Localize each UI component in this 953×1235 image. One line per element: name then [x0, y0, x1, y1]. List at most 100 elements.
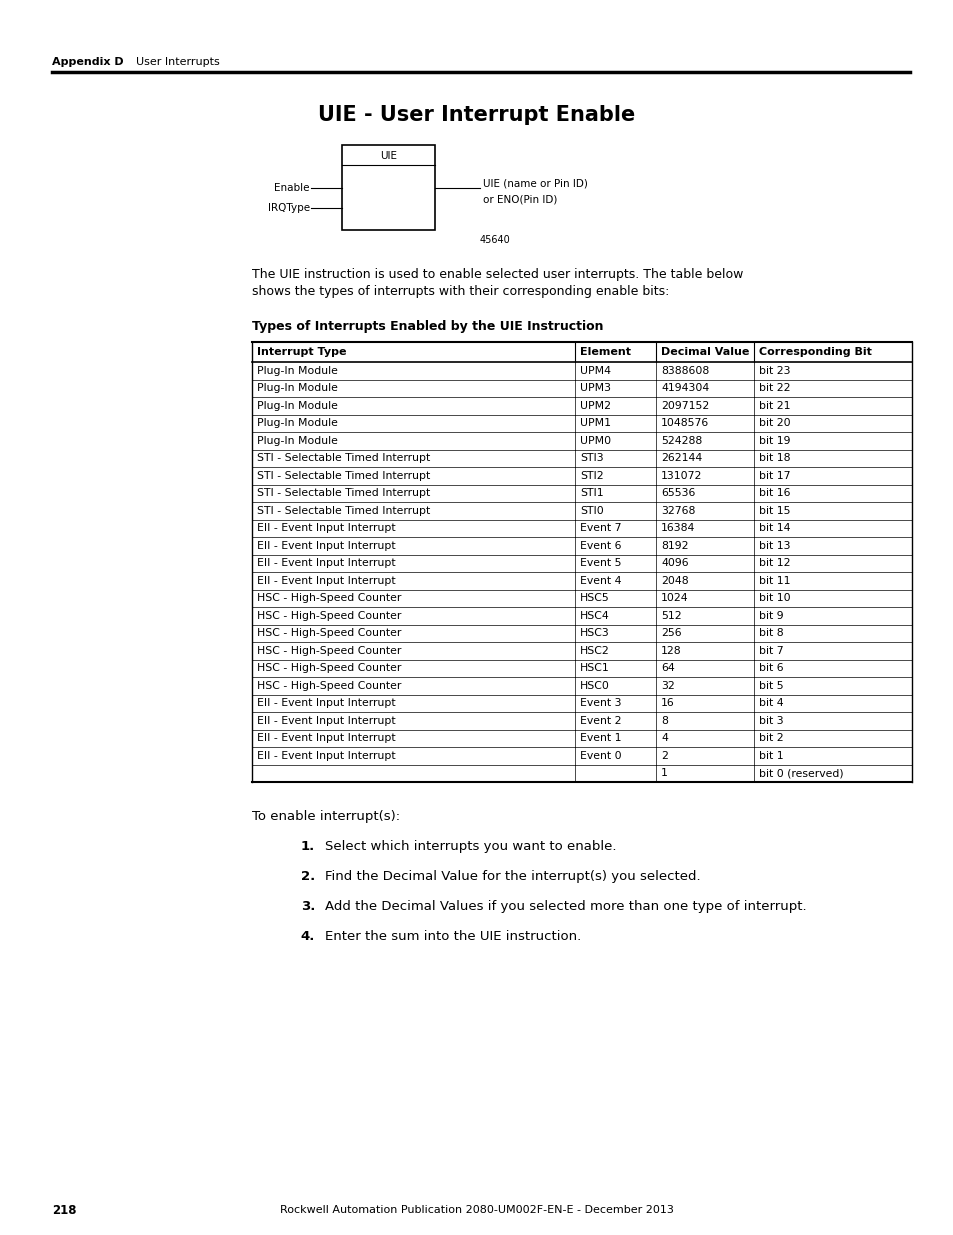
- Text: 8388608: 8388608: [660, 366, 708, 375]
- Text: shows the types of interrupts with their corresponding enable bits:: shows the types of interrupts with their…: [252, 285, 669, 298]
- Text: Appendix D: Appendix D: [52, 57, 124, 67]
- Text: bit 12: bit 12: [759, 558, 790, 568]
- Text: Plug-In Module: Plug-In Module: [256, 419, 337, 429]
- Text: Event 4: Event 4: [579, 576, 620, 585]
- Text: Plug-In Module: Plug-In Module: [256, 400, 337, 411]
- Text: bit 18: bit 18: [759, 453, 790, 463]
- Text: UPM4: UPM4: [579, 366, 610, 375]
- Text: User Interrupts: User Interrupts: [122, 57, 219, 67]
- Text: 45640: 45640: [479, 235, 510, 245]
- Text: STI0: STI0: [579, 506, 603, 516]
- Text: Rockwell Automation Publication 2080-UM002F-EN-E - December 2013: Rockwell Automation Publication 2080-UM0…: [280, 1205, 673, 1215]
- Text: Event 1: Event 1: [579, 734, 620, 743]
- Text: bit 5: bit 5: [759, 680, 782, 690]
- Text: HSC - High-Speed Counter: HSC - High-Speed Counter: [256, 646, 401, 656]
- Text: EII - Event Input Interrupt: EII - Event Input Interrupt: [256, 558, 395, 568]
- Text: Plug-In Module: Plug-In Module: [256, 436, 337, 446]
- Text: bit 2: bit 2: [759, 734, 782, 743]
- Text: bit 15: bit 15: [759, 506, 790, 516]
- Text: 4194304: 4194304: [660, 383, 708, 393]
- Text: EII - Event Input Interrupt: EII - Event Input Interrupt: [256, 716, 395, 726]
- Text: Enable: Enable: [274, 183, 310, 193]
- Text: Element: Element: [579, 347, 630, 357]
- Text: or ENO(Pin ID): or ENO(Pin ID): [482, 194, 557, 204]
- Text: 16384: 16384: [660, 524, 695, 534]
- Text: HSC2: HSC2: [579, 646, 609, 656]
- Text: Event 6: Event 6: [579, 541, 620, 551]
- Bar: [341, 144, 435, 230]
- Text: Select which interrupts you want to enable.: Select which interrupts you want to enab…: [325, 840, 616, 853]
- Text: Corresponding Bit: Corresponding Bit: [759, 347, 871, 357]
- Text: bit 22: bit 22: [759, 383, 790, 393]
- Text: HSC1: HSC1: [579, 663, 609, 673]
- Text: Enter the sum into the UIE instruction.: Enter the sum into the UIE instruction.: [325, 930, 580, 944]
- Text: UPM1: UPM1: [579, 419, 610, 429]
- Text: 256: 256: [660, 629, 680, 638]
- Text: IRQType: IRQType: [268, 203, 310, 212]
- Text: 131072: 131072: [660, 471, 701, 480]
- Text: Event 2: Event 2: [579, 716, 620, 726]
- Text: 8: 8: [660, 716, 667, 726]
- Text: Event 5: Event 5: [579, 558, 620, 568]
- Text: STI - Selectable Timed Interrupt: STI - Selectable Timed Interrupt: [256, 471, 430, 480]
- Text: HSC3: HSC3: [579, 629, 609, 638]
- Text: 32: 32: [660, 680, 674, 690]
- Text: 32768: 32768: [660, 506, 695, 516]
- Text: HSC - High-Speed Counter: HSC - High-Speed Counter: [256, 593, 401, 603]
- Text: bit 9: bit 9: [759, 611, 782, 621]
- Text: UPM0: UPM0: [579, 436, 611, 446]
- Text: Event 0: Event 0: [579, 751, 621, 761]
- Text: Plug-In Module: Plug-In Module: [256, 366, 337, 375]
- Text: 4.: 4.: [300, 930, 314, 944]
- Text: 65536: 65536: [660, 488, 695, 498]
- Text: 1: 1: [660, 768, 667, 778]
- Text: UIE: UIE: [379, 151, 396, 161]
- Text: 16: 16: [660, 698, 674, 708]
- Text: EII - Event Input Interrupt: EII - Event Input Interrupt: [256, 751, 395, 761]
- Text: HSC0: HSC0: [579, 680, 609, 690]
- Text: bit 19: bit 19: [759, 436, 790, 446]
- Text: bit 6: bit 6: [759, 663, 782, 673]
- Text: EII - Event Input Interrupt: EII - Event Input Interrupt: [256, 576, 395, 585]
- Text: bit 17: bit 17: [759, 471, 790, 480]
- Text: bit 21: bit 21: [759, 400, 790, 411]
- Text: bit 1: bit 1: [759, 751, 782, 761]
- Text: STI2: STI2: [579, 471, 603, 480]
- Text: bit 23: bit 23: [759, 366, 790, 375]
- Text: 524288: 524288: [660, 436, 701, 446]
- Text: UPM3: UPM3: [579, 383, 610, 393]
- Text: HSC - High-Speed Counter: HSC - High-Speed Counter: [256, 629, 401, 638]
- Text: Add the Decimal Values if you selected more than one type of interrupt.: Add the Decimal Values if you selected m…: [325, 900, 806, 913]
- Text: Event 3: Event 3: [579, 698, 620, 708]
- Text: 2: 2: [660, 751, 667, 761]
- Text: To enable interrupt(s):: To enable interrupt(s):: [252, 810, 399, 823]
- Text: STI - Selectable Timed Interrupt: STI - Selectable Timed Interrupt: [256, 453, 430, 463]
- Text: 2.: 2.: [300, 869, 314, 883]
- Text: HSC - High-Speed Counter: HSC - High-Speed Counter: [256, 611, 401, 621]
- Text: EII - Event Input Interrupt: EII - Event Input Interrupt: [256, 524, 395, 534]
- Text: Decimal Value: Decimal Value: [660, 347, 749, 357]
- Text: EII - Event Input Interrupt: EII - Event Input Interrupt: [256, 734, 395, 743]
- Text: 512: 512: [660, 611, 680, 621]
- Text: 262144: 262144: [660, 453, 701, 463]
- Text: UIE (name or Pin ID): UIE (name or Pin ID): [482, 178, 587, 188]
- Text: UPM2: UPM2: [579, 400, 610, 411]
- Text: 8192: 8192: [660, 541, 688, 551]
- Text: EII - Event Input Interrupt: EII - Event Input Interrupt: [256, 698, 395, 708]
- Text: bit 14: bit 14: [759, 524, 790, 534]
- Text: 64: 64: [660, 663, 674, 673]
- Text: STI3: STI3: [579, 453, 603, 463]
- Text: UIE - User Interrupt Enable: UIE - User Interrupt Enable: [318, 105, 635, 125]
- Text: Find the Decimal Value for the interrupt(s) you selected.: Find the Decimal Value for the interrupt…: [325, 869, 700, 883]
- Text: bit 0 (reserved): bit 0 (reserved): [759, 768, 842, 778]
- Text: 2097152: 2097152: [660, 400, 708, 411]
- Text: bit 11: bit 11: [759, 576, 790, 585]
- Text: 1024: 1024: [660, 593, 688, 603]
- Text: STI - Selectable Timed Interrupt: STI - Selectable Timed Interrupt: [256, 488, 430, 498]
- Text: HSC4: HSC4: [579, 611, 609, 621]
- Text: bit 10: bit 10: [759, 593, 790, 603]
- Text: bit 16: bit 16: [759, 488, 790, 498]
- Text: bit 3: bit 3: [759, 716, 782, 726]
- Text: Plug-In Module: Plug-In Module: [256, 383, 337, 393]
- Text: bit 8: bit 8: [759, 629, 782, 638]
